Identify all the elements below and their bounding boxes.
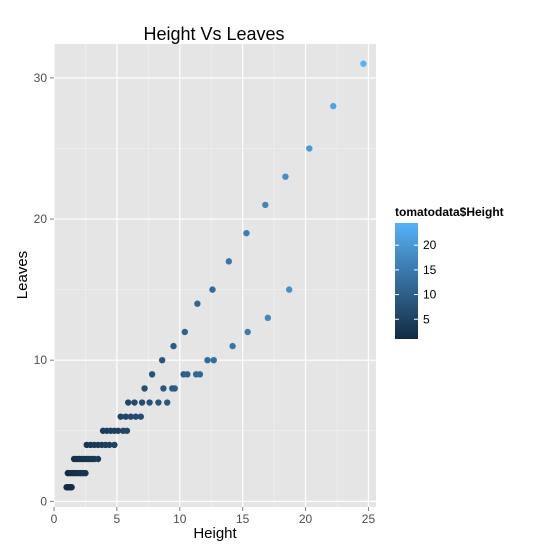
legend-ticks: 5 10 15 20 xyxy=(395,238,437,326)
y-tick-label: 0 xyxy=(40,494,47,508)
x-tick-label: 10 xyxy=(173,512,187,526)
x-tick-label: 5 xyxy=(114,512,121,526)
plot-panel xyxy=(54,44,376,507)
data-point xyxy=(114,427,122,434)
data-point xyxy=(262,201,269,209)
y-tick-label: 30 xyxy=(34,71,48,85)
data-point xyxy=(181,328,189,336)
data-point xyxy=(160,385,167,392)
data-point xyxy=(171,385,178,392)
data-point xyxy=(164,399,171,406)
data-point xyxy=(82,469,89,477)
data-point xyxy=(122,413,129,420)
x-axis-ticks: 0 5 10 15 20 25 xyxy=(51,507,376,526)
data-point xyxy=(306,145,313,152)
data-point xyxy=(141,385,148,392)
x-tick-label: 20 xyxy=(299,512,313,526)
data-point xyxy=(243,229,250,237)
chart-title: Height Vs Leaves xyxy=(143,24,284,44)
data-point xyxy=(210,356,217,364)
x-tick-label: 15 xyxy=(236,512,250,526)
data-point xyxy=(225,258,233,265)
data-point xyxy=(132,413,139,420)
data-point xyxy=(282,173,289,180)
data-points xyxy=(63,60,367,491)
data-point xyxy=(170,342,177,350)
data-point xyxy=(194,300,201,307)
data-point xyxy=(244,328,251,336)
y-axis-title: Leaves xyxy=(14,251,31,299)
data-point xyxy=(196,371,204,378)
data-point xyxy=(184,371,191,378)
data-point xyxy=(94,455,102,463)
legend-label: 5 xyxy=(423,312,430,326)
legend-title: tomatodata$Height xyxy=(395,205,504,219)
data-point xyxy=(155,399,162,406)
data-point xyxy=(148,371,156,378)
data-point xyxy=(68,484,75,491)
data-point xyxy=(125,399,132,406)
data-point xyxy=(138,399,146,406)
data-point xyxy=(137,413,144,420)
x-tick-label: 0 xyxy=(51,512,58,526)
data-point xyxy=(204,356,211,364)
data-point xyxy=(146,399,153,406)
legend-label: 10 xyxy=(423,288,437,302)
data-point xyxy=(264,314,272,322)
legend-label: 15 xyxy=(423,263,437,277)
data-point xyxy=(106,441,113,449)
x-tick-label: 25 xyxy=(362,512,376,526)
data-point xyxy=(209,286,216,293)
data-point xyxy=(229,342,236,350)
data-point xyxy=(127,413,134,420)
y-axis-ticks: 0 10 20 30 xyxy=(34,71,54,508)
data-point xyxy=(360,60,367,67)
data-point xyxy=(286,286,293,293)
data-point xyxy=(111,441,118,449)
legend-label: 20 xyxy=(423,238,437,252)
legend-colorbar xyxy=(395,223,418,339)
y-tick-label: 10 xyxy=(34,353,48,367)
data-point xyxy=(158,356,166,364)
data-point xyxy=(131,399,138,406)
data-point xyxy=(330,102,337,110)
data-point xyxy=(117,413,124,420)
data-point xyxy=(123,427,131,434)
x-axis-title: Height xyxy=(193,525,237,542)
y-tick-label: 20 xyxy=(34,212,48,226)
color-legend: tomatodata$Height 5 10 15 20 xyxy=(395,205,504,339)
